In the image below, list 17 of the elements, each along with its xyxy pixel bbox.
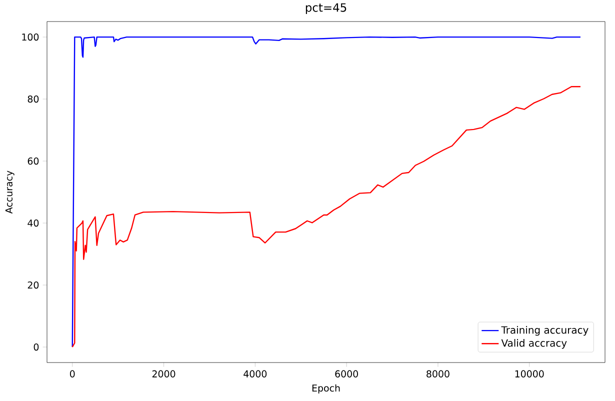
x-tick-label: 0: [70, 370, 75, 378]
legend-label: Valid accracy: [501, 339, 567, 349]
x-axis-title: Epoch: [312, 384, 340, 394]
legend-label: Training accuracy: [501, 326, 588, 336]
chart-title: pct=45: [306, 4, 346, 14]
y-tick-label: 60: [28, 158, 39, 165]
y-tick-label: 0: [34, 344, 39, 351]
y-tick-label: 20: [28, 282, 39, 289]
x-tick-label: 2000: [152, 370, 176, 378]
y-axis-title: Accuracy: [5, 170, 14, 214]
x-tick-label: 10000: [515, 370, 544, 378]
y-tick-label: 80: [28, 96, 39, 103]
x-tick-label: 8000: [426, 370, 450, 378]
y-tick-label: 40: [28, 220, 39, 227]
x-tick-label: 6000: [335, 370, 358, 378]
y-tick-label: 100: [22, 34, 39, 41]
x-tick-label: 4000: [244, 370, 267, 378]
